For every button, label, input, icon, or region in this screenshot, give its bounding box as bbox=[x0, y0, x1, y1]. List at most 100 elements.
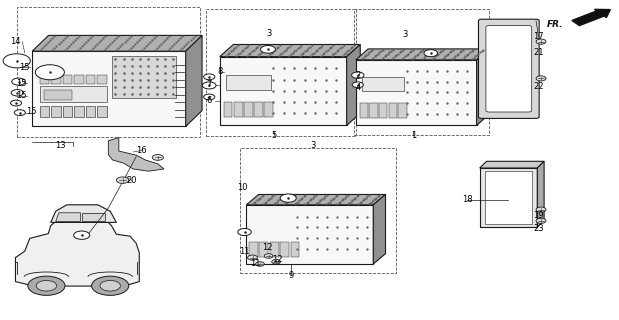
Polygon shape bbox=[347, 44, 360, 125]
Bar bbox=[244, 102, 253, 117]
Text: 3: 3 bbox=[267, 29, 272, 38]
Text: 1: 1 bbox=[411, 132, 416, 140]
Circle shape bbox=[3, 54, 30, 68]
Text: 2: 2 bbox=[355, 71, 360, 80]
Circle shape bbox=[116, 177, 129, 183]
Text: 18: 18 bbox=[462, 196, 473, 204]
Bar bbox=[389, 103, 397, 117]
Circle shape bbox=[280, 194, 297, 202]
Text: 14: 14 bbox=[11, 37, 20, 46]
Text: 7: 7 bbox=[207, 80, 212, 89]
Bar bbox=[51, 106, 61, 117]
Circle shape bbox=[35, 65, 64, 80]
Polygon shape bbox=[32, 36, 202, 51]
Text: 8: 8 bbox=[217, 68, 222, 76]
Text: 15: 15 bbox=[20, 63, 30, 72]
Bar bbox=[240, 148, 396, 273]
Text: 16: 16 bbox=[136, 146, 147, 155]
Text: 15: 15 bbox=[16, 92, 26, 100]
Circle shape bbox=[424, 50, 438, 57]
Text: 23: 23 bbox=[533, 224, 544, 233]
Bar bbox=[40, 75, 49, 84]
Polygon shape bbox=[477, 49, 489, 125]
Text: 20: 20 bbox=[127, 176, 137, 185]
Circle shape bbox=[36, 280, 57, 291]
Text: 21: 21 bbox=[534, 48, 543, 57]
Bar bbox=[226, 75, 271, 90]
Polygon shape bbox=[56, 213, 80, 221]
Text: 6: 6 bbox=[207, 96, 212, 105]
Bar bbox=[379, 103, 387, 117]
Text: 15: 15 bbox=[16, 79, 26, 88]
Bar bbox=[97, 75, 106, 84]
Circle shape bbox=[264, 254, 273, 258]
Bar bbox=[246, 205, 373, 264]
Text: 9: 9 bbox=[288, 271, 293, 280]
Circle shape bbox=[261, 45, 275, 53]
Polygon shape bbox=[186, 36, 202, 126]
Polygon shape bbox=[108, 138, 164, 171]
Bar bbox=[45, 90, 72, 100]
Bar bbox=[63, 106, 72, 117]
Circle shape bbox=[272, 260, 280, 264]
Bar bbox=[259, 242, 268, 257]
Bar bbox=[356, 60, 477, 125]
Polygon shape bbox=[373, 195, 386, 264]
Bar bbox=[86, 106, 95, 117]
Circle shape bbox=[536, 76, 546, 81]
Text: 3: 3 bbox=[310, 141, 315, 150]
Bar bbox=[97, 106, 106, 117]
Bar bbox=[206, 9, 356, 136]
Text: FR.: FR. bbox=[547, 20, 563, 29]
Text: 22: 22 bbox=[534, 82, 543, 91]
Circle shape bbox=[14, 110, 25, 116]
Bar bbox=[264, 102, 273, 117]
Polygon shape bbox=[246, 195, 386, 205]
Text: 17: 17 bbox=[533, 32, 544, 41]
Circle shape bbox=[28, 276, 65, 295]
Text: 10: 10 bbox=[238, 183, 248, 192]
Text: 19: 19 bbox=[534, 212, 543, 220]
Text: 5: 5 bbox=[271, 132, 276, 140]
Text: 4: 4 bbox=[355, 83, 360, 92]
Circle shape bbox=[74, 231, 90, 239]
Bar bbox=[254, 102, 263, 117]
Text: 13: 13 bbox=[55, 141, 66, 150]
Circle shape bbox=[11, 100, 22, 106]
Circle shape bbox=[152, 155, 163, 160]
Bar bbox=[270, 242, 279, 257]
Bar bbox=[369, 103, 378, 117]
Circle shape bbox=[92, 276, 129, 295]
Bar bbox=[74, 75, 84, 84]
Circle shape bbox=[11, 90, 24, 96]
Bar bbox=[40, 86, 108, 102]
Polygon shape bbox=[356, 49, 489, 60]
Bar bbox=[17, 7, 200, 137]
Bar bbox=[280, 242, 289, 257]
FancyArrow shape bbox=[572, 9, 610, 26]
Bar bbox=[63, 75, 72, 84]
Bar bbox=[74, 106, 84, 117]
Bar bbox=[362, 77, 404, 91]
Polygon shape bbox=[220, 44, 360, 57]
FancyBboxPatch shape bbox=[478, 19, 539, 118]
Bar bbox=[51, 75, 61, 84]
Bar bbox=[398, 103, 407, 117]
Circle shape bbox=[202, 82, 216, 89]
Polygon shape bbox=[82, 213, 105, 221]
Text: 12: 12 bbox=[262, 243, 272, 252]
Bar bbox=[40, 106, 49, 117]
Circle shape bbox=[536, 207, 546, 212]
Polygon shape bbox=[537, 161, 544, 227]
Text: 11: 11 bbox=[250, 260, 260, 268]
Bar bbox=[360, 103, 368, 117]
Circle shape bbox=[536, 218, 546, 223]
Bar bbox=[234, 102, 243, 117]
Bar bbox=[354, 9, 489, 135]
Circle shape bbox=[536, 39, 546, 44]
Bar bbox=[485, 171, 532, 224]
Circle shape bbox=[238, 228, 251, 236]
Circle shape bbox=[204, 94, 215, 100]
Text: 12: 12 bbox=[272, 255, 282, 264]
Bar bbox=[112, 56, 176, 98]
